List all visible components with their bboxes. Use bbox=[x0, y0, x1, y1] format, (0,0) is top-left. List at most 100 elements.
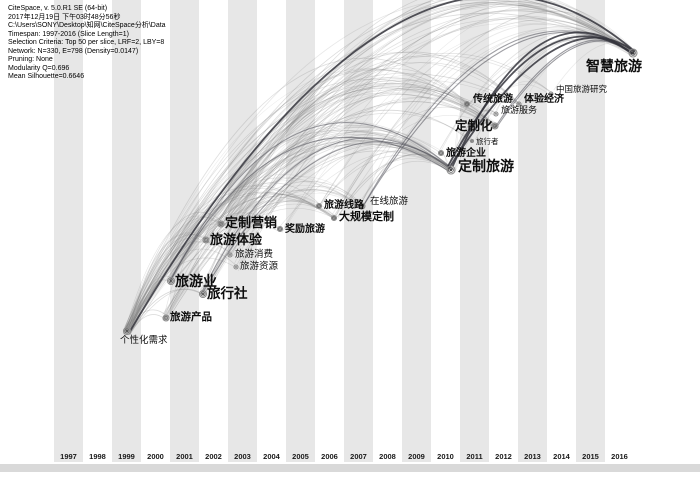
node-zhongguo-lvyou-yanjiu[interactable] bbox=[548, 91, 554, 97]
year-label: 2008 bbox=[379, 452, 396, 461]
citation-arc bbox=[124, 78, 495, 328]
citation-arc bbox=[124, 74, 520, 334]
citation-arc bbox=[167, 189, 365, 317]
node-core bbox=[229, 254, 231, 256]
node-jiangli-lvyou[interactable] bbox=[276, 225, 284, 233]
year-stripe bbox=[402, 0, 431, 462]
citation-arc bbox=[169, 1, 631, 279]
citation-arc bbox=[166, 195, 336, 317]
node-label-lvyouye[interactable]: 旅游业 bbox=[175, 273, 217, 289]
node-label-lvxingzhe[interactable]: 旅行者 bbox=[476, 136, 499, 146]
node-label-lvyou-chanpin[interactable]: 旅游产品 bbox=[170, 310, 212, 323]
node-ring-outer bbox=[233, 264, 239, 270]
node-lvxingshe[interactable] bbox=[198, 289, 208, 299]
citation-arc bbox=[130, 180, 363, 328]
node-ring-outer bbox=[276, 225, 284, 233]
node-ring-outer bbox=[162, 314, 170, 322]
node-lvyou-qiye[interactable] bbox=[437, 149, 445, 157]
node-ring-outer bbox=[491, 122, 499, 130]
year-stripe bbox=[576, 0, 605, 462]
node-label-gexinghua-xuqiu[interactable]: 个性化需求 bbox=[120, 334, 168, 346]
node-label-lvyou-xiaofei[interactable]: 旅游消费 bbox=[235, 248, 273, 260]
node-label-chuantong-lvyou[interactable]: 传统旅游 bbox=[472, 92, 513, 105]
node-chuantong-lvyou[interactable] bbox=[463, 100, 471, 108]
node-lvyouye[interactable] bbox=[166, 276, 176, 286]
citation-arc bbox=[128, 237, 207, 328]
year-stripes-layer bbox=[54, 0, 605, 462]
citation-arc bbox=[126, 198, 336, 334]
node-dingzhi-yingxiao[interactable] bbox=[217, 220, 225, 228]
citation-arc bbox=[130, 52, 522, 329]
node-dingzhihua[interactable] bbox=[491, 122, 499, 130]
citation-arc bbox=[230, 4, 636, 257]
node-dingzhi-lvyou[interactable] bbox=[446, 165, 456, 175]
node-label-jiangli-lvyou[interactable]: 奖励旅游 bbox=[285, 222, 325, 235]
year-label: 2002 bbox=[205, 452, 222, 461]
node-label-zaixian-lvyou[interactable]: 在线旅游 bbox=[370, 195, 409, 207]
citation-arc bbox=[164, 133, 450, 321]
citation-arc bbox=[126, 257, 238, 330]
node-gexinghua-xuqiu[interactable] bbox=[122, 326, 132, 336]
citation-arc bbox=[129, 89, 497, 331]
node-label-lvyou-qiye[interactable]: 旅游企业 bbox=[446, 146, 486, 159]
node-zaixian-lvyou[interactable] bbox=[358, 202, 366, 210]
node-ring-inner bbox=[317, 204, 321, 208]
node-label-daguimo-dingzhi[interactable]: 大规模定制 bbox=[339, 209, 394, 223]
year-stripe bbox=[112, 0, 141, 462]
citation-arc bbox=[202, 68, 469, 242]
node-label-lvyou-fuwu[interactable]: 旅游服务 bbox=[501, 104, 537, 115]
node-core bbox=[279, 228, 281, 230]
node-lvyou-chanpin[interactable] bbox=[162, 314, 170, 322]
node-ring-outer bbox=[358, 202, 366, 210]
citation-arc bbox=[232, 146, 450, 257]
node-label-tiyan-jingji[interactable]: 体验经济 bbox=[524, 92, 565, 105]
year-label: 2004 bbox=[263, 452, 281, 461]
citation-arc bbox=[129, 288, 206, 335]
node-core bbox=[495, 113, 497, 115]
citation-arc bbox=[200, 0, 633, 295]
node-lvxingzhe[interactable] bbox=[469, 138, 475, 144]
node-label-zhihui-lvyou[interactable]: 智慧旅游 bbox=[585, 58, 642, 74]
meta-silhouette: Mean Silhouette=0.6646 bbox=[8, 73, 85, 81]
meta-data-path: C:\Users\SONY\Desktop\知网\CiteSpace分析\Dat… bbox=[8, 22, 166, 30]
citation-arc bbox=[206, 126, 450, 238]
node-label-dingzhi-lvyou[interactable]: 定制旅游 bbox=[458, 158, 514, 174]
node-daguimo-dingzhi[interactable] bbox=[330, 214, 338, 222]
node-label-lvyou-ziyuan[interactable]: 旅游资源 bbox=[240, 260, 279, 272]
node-label-lvxingshe[interactable]: 旅行社 bbox=[207, 285, 248, 301]
node-lvyou-tiyan[interactable] bbox=[202, 236, 210, 244]
citation-arc bbox=[360, 30, 636, 211]
citation-arc bbox=[283, 23, 633, 231]
node-core bbox=[235, 266, 237, 268]
node-label-lvyou-xianlu[interactable]: 旅游线路 bbox=[324, 198, 365, 211]
node-zhihui-lvyou[interactable] bbox=[628, 48, 638, 58]
citation-arc bbox=[317, 19, 634, 209]
axis-bar-layer bbox=[0, 464, 700, 472]
node-core bbox=[170, 280, 172, 282]
citation-arc bbox=[130, 185, 361, 332]
citation-arc bbox=[124, 109, 473, 331]
node-lvyou-xiaofei[interactable] bbox=[227, 252, 233, 258]
node-core bbox=[361, 205, 363, 207]
node-core bbox=[126, 330, 128, 332]
node-ring-inner bbox=[448, 167, 454, 173]
node-ring-inner bbox=[359, 203, 365, 209]
node-tiyan-jingji[interactable] bbox=[516, 101, 522, 107]
citation-arc bbox=[128, 314, 165, 336]
citation-arc bbox=[123, 68, 498, 335]
citation-arc bbox=[236, 137, 453, 270]
citation-arc bbox=[333, 106, 498, 220]
node-label-dingzhi-yingxiao[interactable]: 定制营销 bbox=[224, 215, 277, 230]
node-label-dingzhihua[interactable]: 定制化 bbox=[454, 118, 493, 133]
node-lvyou-fuwu[interactable] bbox=[493, 111, 499, 117]
node-label-zhongguo-lvyou-yanjiu[interactable]: 中国旅游研究 bbox=[556, 84, 608, 94]
node-core bbox=[631, 51, 635, 55]
node-ring-inner bbox=[124, 328, 130, 334]
citation-arc bbox=[124, 0, 636, 331]
node-lvyou-ziyuan[interactable] bbox=[233, 264, 239, 270]
node-lvyou-xianlu[interactable] bbox=[315, 202, 323, 210]
citation-arc bbox=[171, 62, 521, 280]
node-label-lvyou-tiyan[interactable]: 旅游体验 bbox=[210, 232, 263, 247]
citation-arc bbox=[125, 55, 553, 330]
